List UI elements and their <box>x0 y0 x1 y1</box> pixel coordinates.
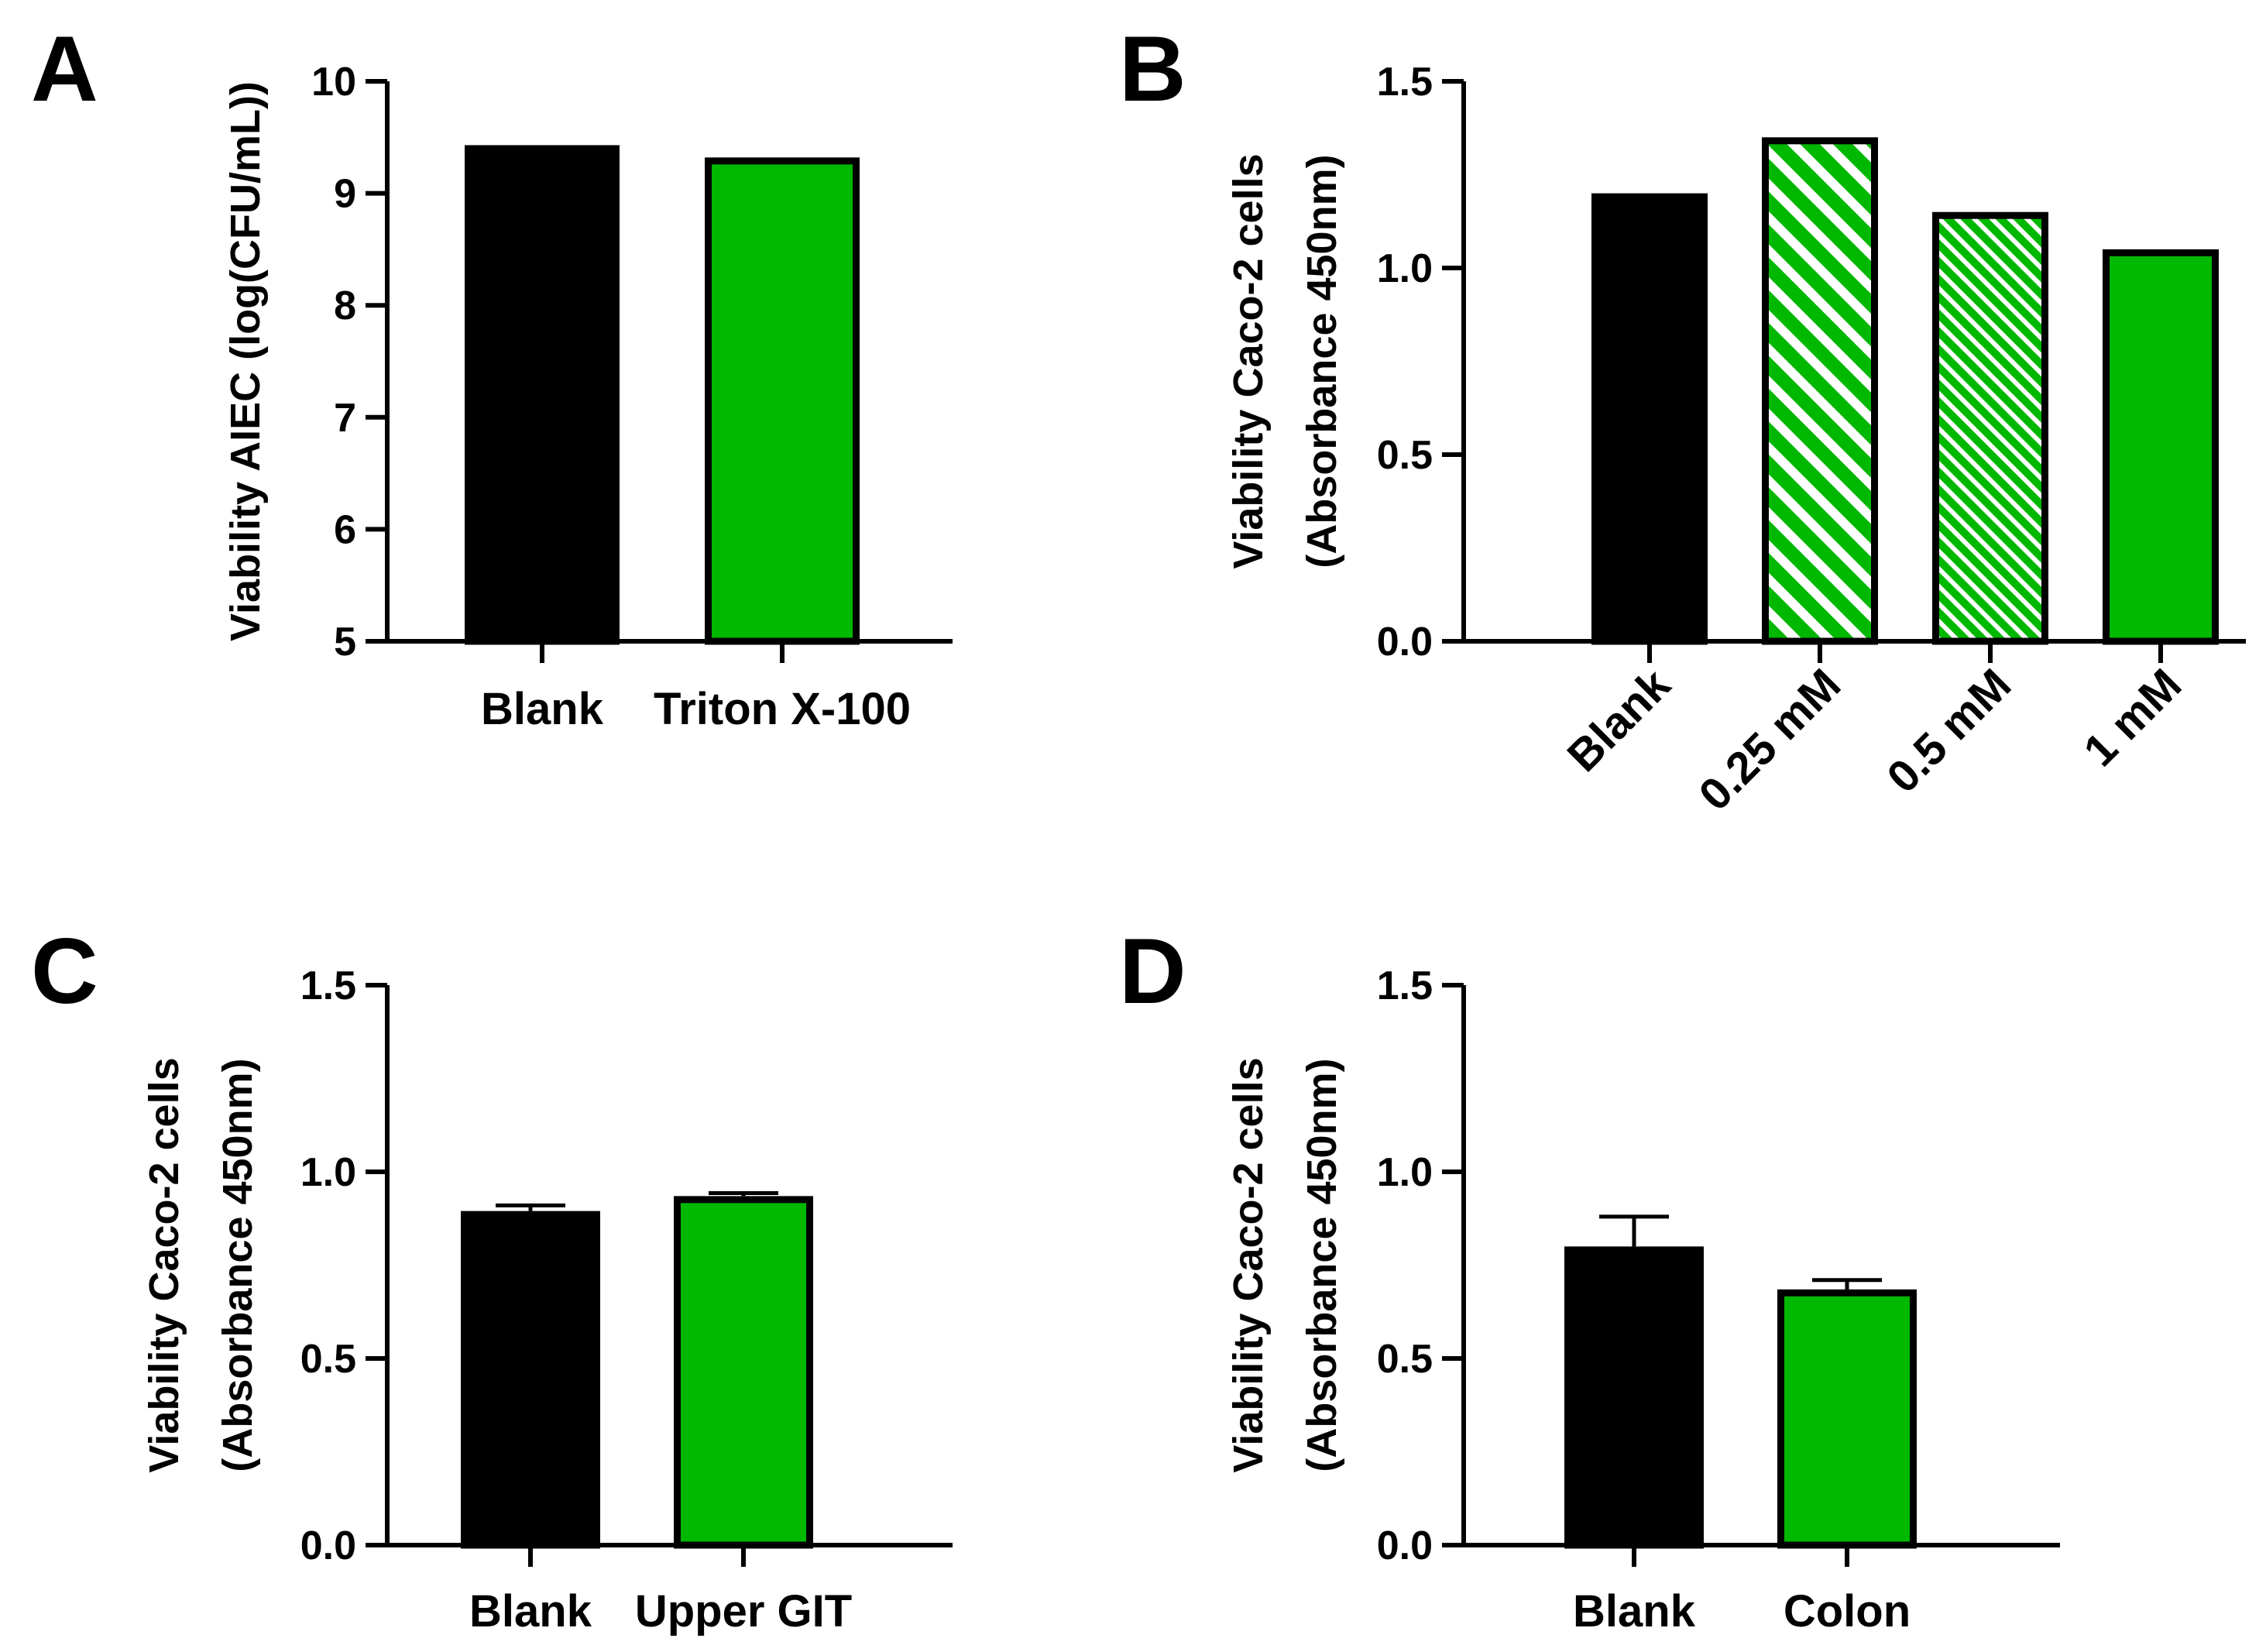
panel-a: A Viability AIEC (log(CFU/mL)) 5 6 7 8 9 10 Blan… <box>31 17 953 734</box>
panel-b: B Viability Caco-2 cells (Absorbance 450nm… <box>1119 17 2246 820</box>
panel-letter: C <box>31 919 98 1023</box>
bar-blank <box>1591 193 1708 645</box>
x-tick-label: Triton X-100 <box>654 684 911 734</box>
panel-c: C Viability Caco-2 cells (Absorbance 450nm… <box>31 919 953 1637</box>
y-tick-label: 6 <box>334 507 356 552</box>
panel-d: D Viability Caco-2 cells (Absorbance 450nm… <box>1119 919 2060 1637</box>
y-tick-label: 8 <box>334 283 356 328</box>
y-tick-label: 1.5 <box>1377 60 1433 105</box>
x-tick-label: Upper GIT <box>635 1586 852 1637</box>
x-tick-label: Blank <box>481 684 604 734</box>
y-axis-label: (Absorbance 450nm) <box>1299 154 1345 568</box>
bar-upper-git <box>674 1196 813 1549</box>
x-tick-label: Blank <box>1558 659 1681 781</box>
y-tick-label: 0.0 <box>300 1523 356 1568</box>
bar-1-mm <box>2103 249 2219 645</box>
bar-blank <box>461 1211 600 1549</box>
x-tick-label: Colon <box>1784 1586 1911 1637</box>
panel-letter: D <box>1119 919 1186 1023</box>
x-tick-label: 0.25 mM <box>1689 659 1850 820</box>
y-tick-label: 1.5 <box>300 963 356 1008</box>
y-tick-label: 1.0 <box>300 1150 356 1195</box>
x-tick-label: 0.5 mM <box>1877 659 2021 802</box>
y-tick-label: 0.0 <box>1377 620 1433 665</box>
y-tick-label: 1.0 <box>1377 246 1433 291</box>
bar-0-5-mm <box>1932 211 2048 645</box>
bar-triton-x-100 <box>705 157 860 645</box>
y-tick-label: 5 <box>334 620 356 665</box>
y-tick-label: 1.0 <box>1377 1150 1433 1195</box>
x-tick-label: 1 mM <box>2074 659 2191 776</box>
y-tick-label: 9 <box>334 172 356 217</box>
y-axis-label: Viability Caco-2 cells <box>1225 153 1272 568</box>
x-tick-label: Blank <box>469 1586 592 1637</box>
y-tick-label: 0.0 <box>1377 1523 1433 1568</box>
bar-0-25-mm <box>1762 137 1878 645</box>
y-tick-label: 10 <box>311 60 356 105</box>
y-axis-label: (Absorbance 450nm) <box>1299 1058 1345 1472</box>
bar-blank <box>465 145 620 645</box>
y-axis-label: Viability AIEC (log(CFU/mL)) <box>222 81 269 641</box>
panel-letter: B <box>1119 17 1186 121</box>
y-axis-label: Viability Caco-2 cells <box>1225 1057 1272 1472</box>
bar-colon <box>1777 1289 1917 1549</box>
y-axis-label: Viability Caco-2 cells <box>141 1057 187 1472</box>
y-axis-label: (Absorbance 450nm) <box>215 1058 261 1472</box>
y-tick-label: 1.5 <box>1377 963 1433 1008</box>
bar-blank <box>1564 1246 1704 1549</box>
panel-letter: A <box>31 17 98 121</box>
y-tick-label: 0.5 <box>300 1337 356 1382</box>
y-tick-label: 7 <box>334 396 356 441</box>
x-tick-label: Blank <box>1573 1586 1696 1637</box>
y-tick-label: 0.5 <box>1377 433 1433 478</box>
y-tick-label: 0.5 <box>1377 1337 1433 1382</box>
